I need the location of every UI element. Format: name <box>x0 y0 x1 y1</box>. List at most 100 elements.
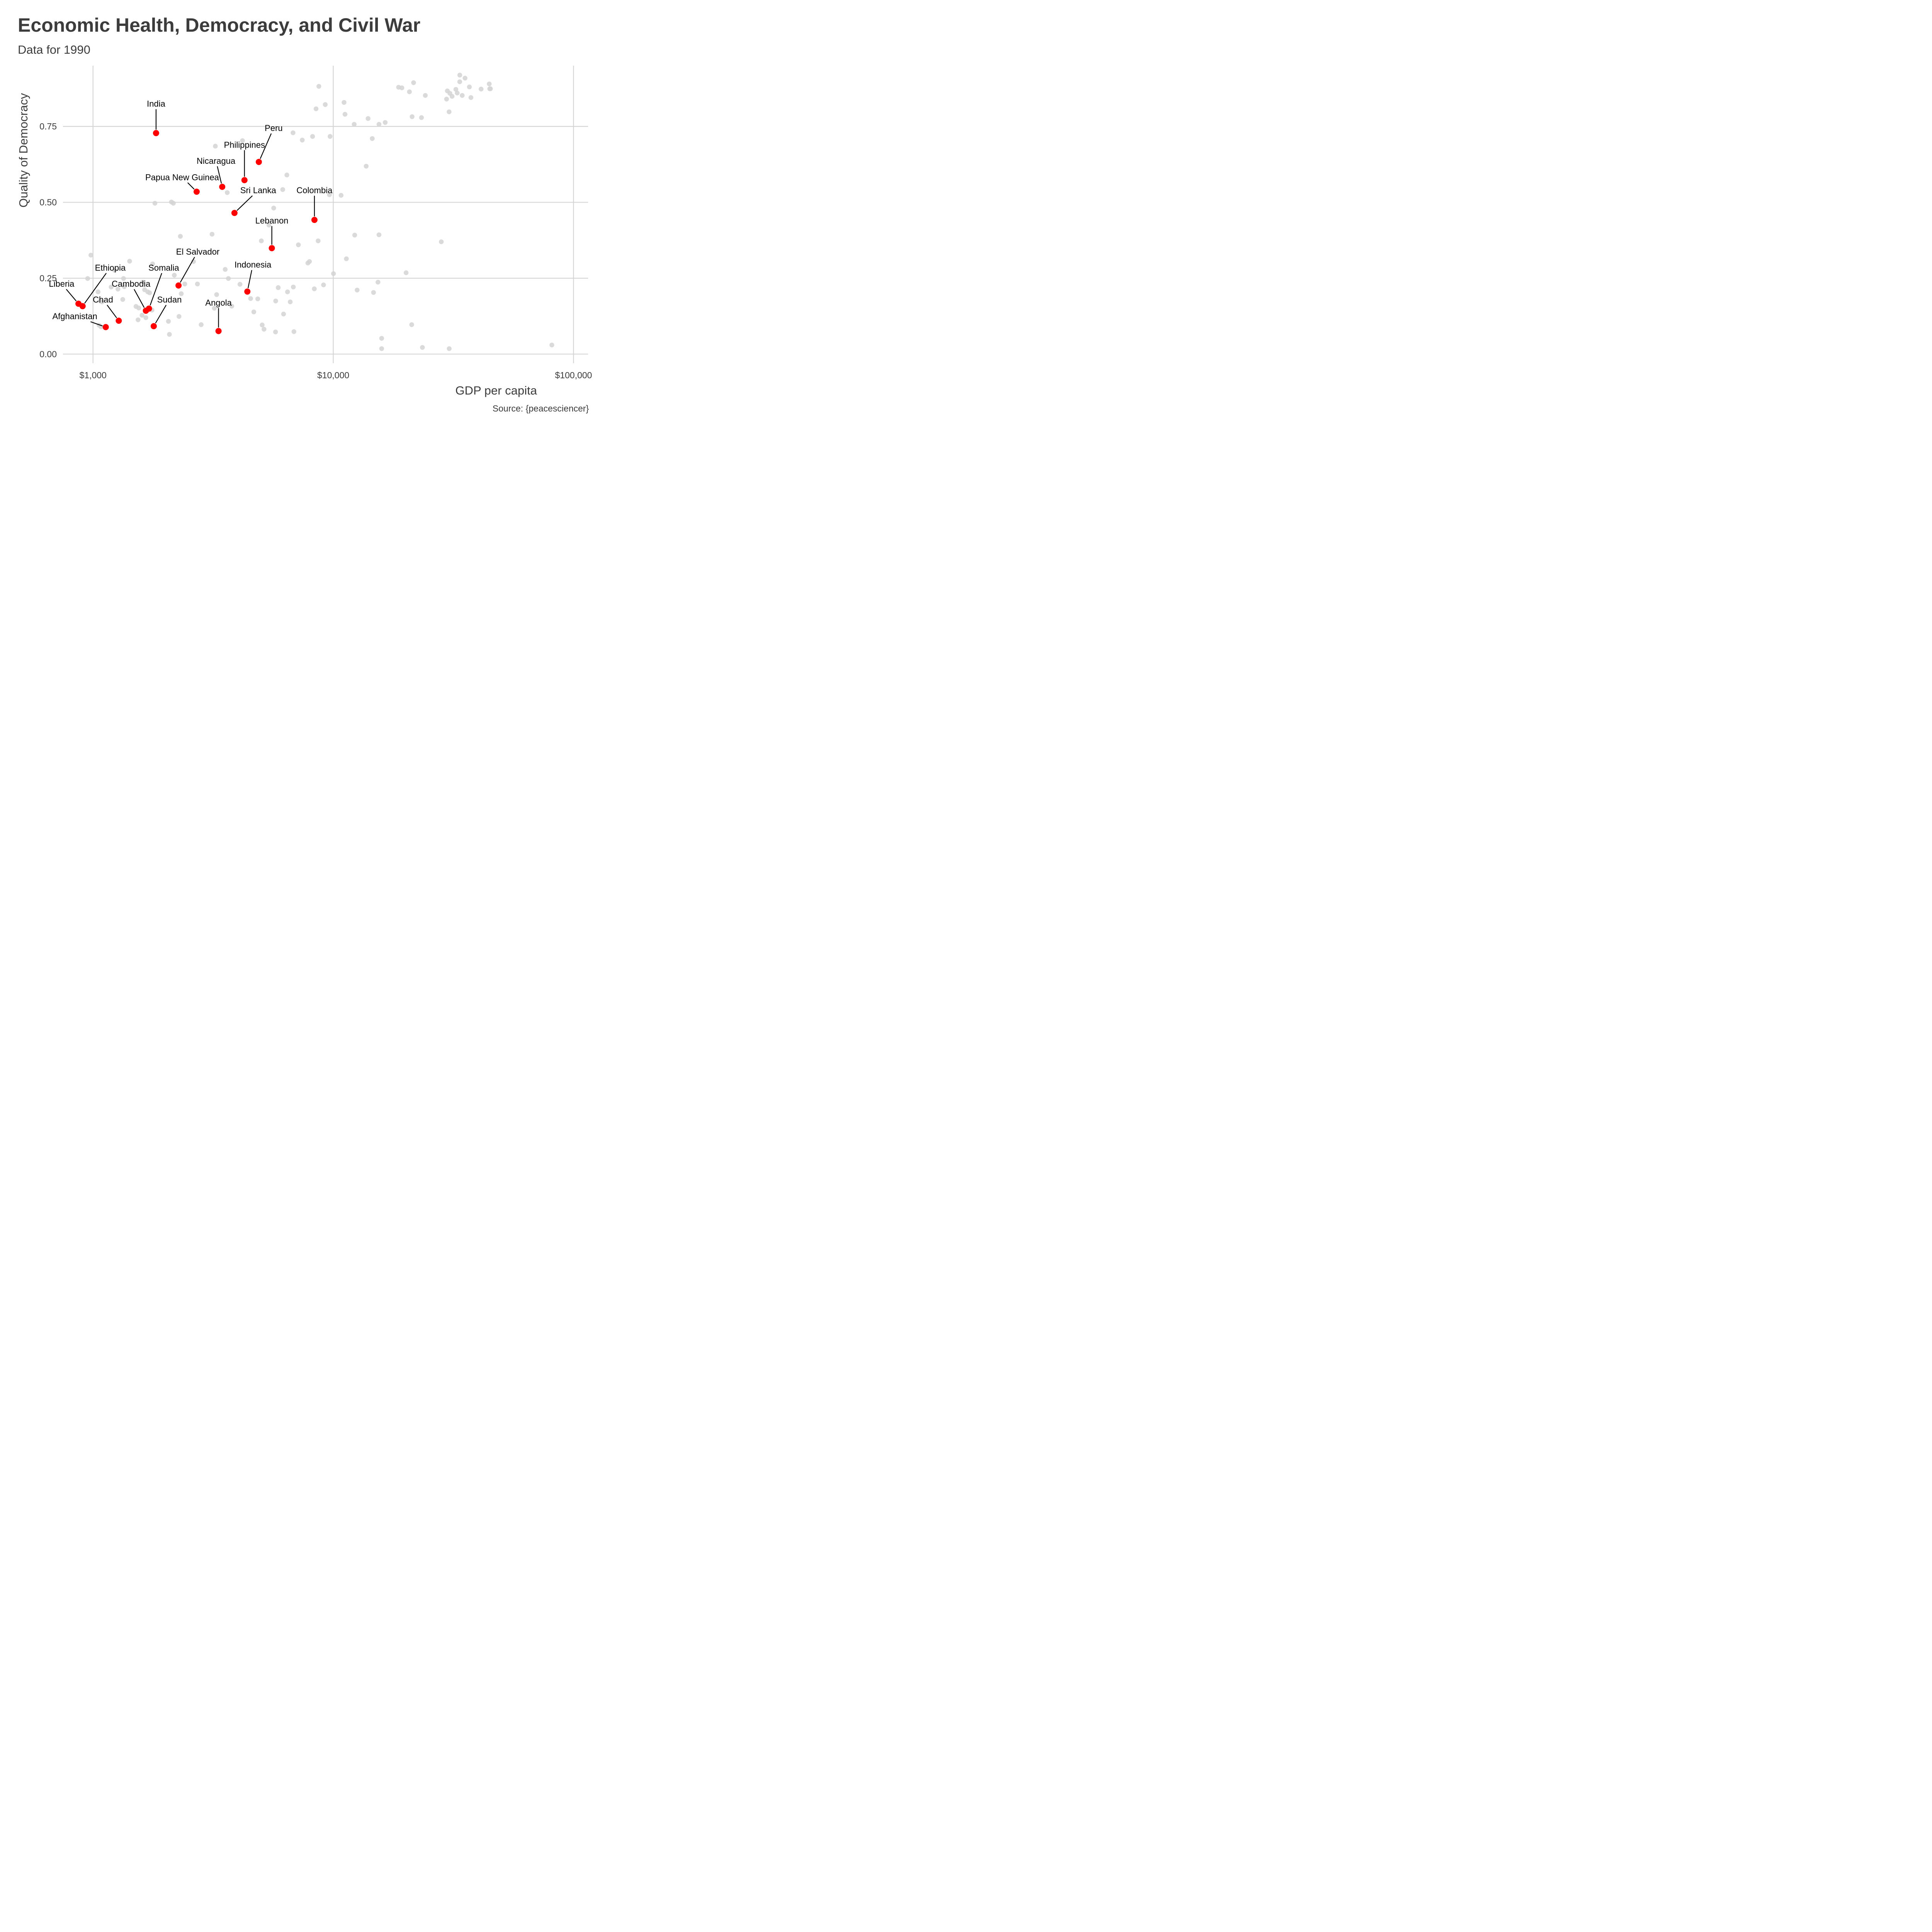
leader-line-indonesia <box>247 270 252 288</box>
data-point <box>455 90 460 95</box>
leader-line-peru <box>260 133 272 159</box>
point-angola <box>215 328 222 334</box>
data-point <box>316 84 321 89</box>
data-point <box>195 281 200 287</box>
data-point <box>191 259 196 264</box>
label-afghanistan: Afghanistan <box>53 311 97 321</box>
leader-line-afghanistan <box>90 321 103 327</box>
source-caption: Source: {peacesciencer} <box>492 403 589 413</box>
label-chad: Chad <box>93 295 113 304</box>
data-point <box>457 73 463 78</box>
non-civil-war-points <box>85 73 554 351</box>
data-point <box>338 193 344 198</box>
point-india <box>153 130 159 136</box>
y-axis-ticks: 0.00 0.25 0.50 0.75 <box>39 121 57 359</box>
data-point <box>327 192 332 197</box>
data-point <box>371 290 376 295</box>
data-point <box>95 289 101 294</box>
data-point <box>120 297 125 302</box>
data-point <box>150 261 155 267</box>
data-point <box>122 284 127 289</box>
point-lebanon <box>269 245 275 252</box>
data-point <box>139 313 145 318</box>
data-point <box>383 120 388 125</box>
data-point <box>352 233 357 238</box>
data-point <box>147 290 152 295</box>
data-point <box>316 238 321 243</box>
y-tick-label: 0.00 <box>39 349 57 359</box>
data-point <box>88 253 94 258</box>
x-tick-label: $10,000 <box>317 370 349 380</box>
data-point <box>409 322 414 327</box>
point-chad <box>116 318 122 324</box>
data-point <box>285 289 290 294</box>
data-point <box>276 285 281 290</box>
data-point <box>342 100 347 105</box>
leader-line-chad <box>107 304 117 318</box>
data-point <box>376 122 382 127</box>
data-point <box>447 346 452 351</box>
data-point <box>366 116 371 121</box>
data-point <box>212 306 217 311</box>
x-axis-ticks: $1,000 $10,000 $100,000 <box>80 370 592 380</box>
scatter-plot: 0.00 0.25 0.50 0.75 $1,000 $10,000 $100,000 I… <box>17 66 592 397</box>
data-point <box>99 299 105 304</box>
data-point <box>248 296 253 301</box>
data-point <box>178 234 183 239</box>
data-point <box>291 329 296 334</box>
leader-line-papua-new-guinea <box>187 182 195 190</box>
data-point <box>379 346 384 351</box>
data-point <box>355 287 360 293</box>
point-papua-new-guinea <box>193 189 200 195</box>
data-point <box>486 81 492 87</box>
data-point <box>226 276 231 281</box>
y-tick-label: 0.50 <box>39 197 57 207</box>
data-point <box>136 305 141 311</box>
data-point <box>262 327 267 332</box>
data-point <box>291 284 296 289</box>
data-point <box>143 315 148 320</box>
data-point <box>449 94 455 99</box>
data-point <box>410 114 415 119</box>
label-sudan: Sudan <box>157 295 182 304</box>
data-point <box>259 238 264 243</box>
data-point <box>376 232 382 237</box>
data-point <box>237 282 243 287</box>
data-point <box>478 87 484 92</box>
data-point <box>549 342 554 348</box>
data-point <box>172 272 177 278</box>
data-point <box>313 106 319 111</box>
data-point <box>152 201 158 206</box>
data-point <box>379 336 384 341</box>
data-point <box>375 280 381 285</box>
chart-subtitle: Data for 1990 <box>18 43 90 56</box>
data-point <box>179 291 184 296</box>
data-point <box>423 93 428 98</box>
data-point <box>199 322 204 327</box>
grid-lines <box>63 66 588 363</box>
data-point <box>213 144 218 149</box>
label-nicaragua: Nicaragua <box>197 156 236 166</box>
data-point <box>307 259 312 264</box>
label-peru: Peru <box>265 123 282 133</box>
data-point <box>459 93 465 98</box>
data-point <box>419 115 424 120</box>
leader-line-el-salvador <box>180 257 195 283</box>
data-point <box>271 206 276 211</box>
data-point <box>167 332 172 337</box>
data-point <box>291 130 296 135</box>
label-leader-lines <box>66 109 315 328</box>
label-papua-new-guinea: Papua New Guinea <box>145 172 219 182</box>
label-cambodia: Cambodia <box>112 279 151 289</box>
data-point <box>266 223 272 228</box>
leader-line-nicaragua <box>217 166 222 184</box>
y-tick-label: 0.75 <box>39 121 57 131</box>
label-liberia: Liberia <box>49 279 75 289</box>
point-afghanistan <box>102 324 109 330</box>
label-el-salvador: El Salvador <box>176 247 220 257</box>
data-point <box>310 134 315 139</box>
data-point <box>121 276 126 281</box>
data-point <box>136 317 141 322</box>
data-point <box>209 231 215 237</box>
point-peru <box>255 159 262 165</box>
